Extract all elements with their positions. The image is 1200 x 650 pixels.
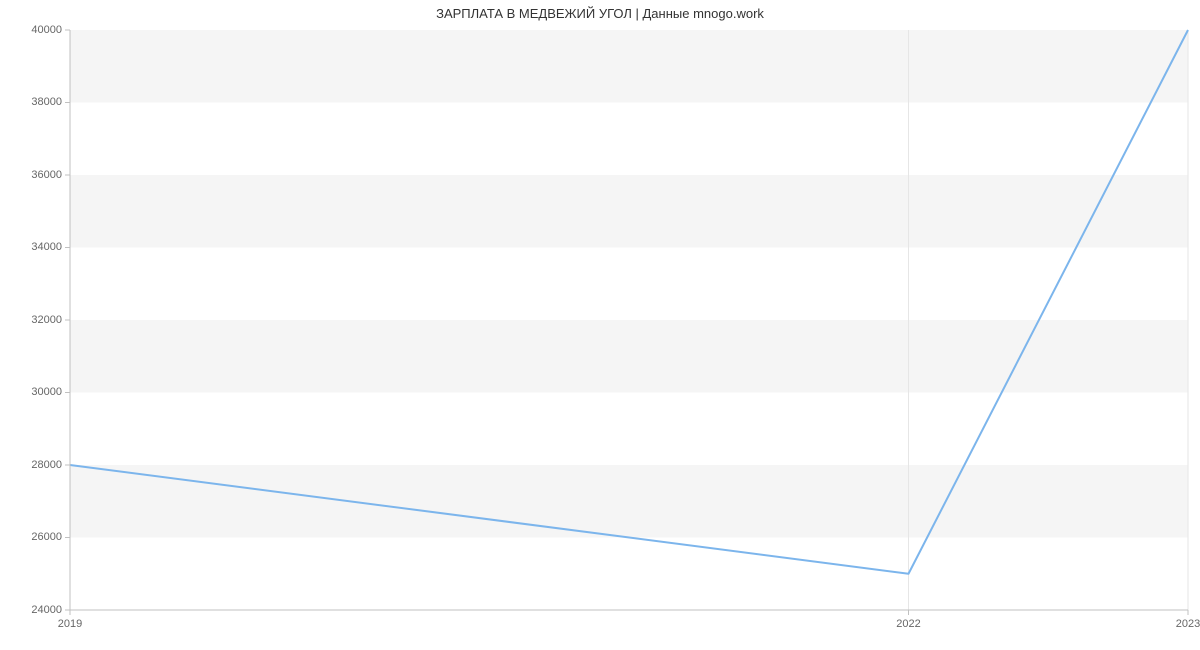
- y-tick-label: 28000: [31, 459, 62, 471]
- y-tick-label: 26000: [31, 531, 62, 543]
- y-tick-label: 36000: [31, 169, 62, 181]
- x-tick-label: 2022: [889, 618, 929, 630]
- y-tick-label: 30000: [31, 386, 62, 398]
- y-tick-label: 40000: [31, 24, 62, 36]
- chart-title: ЗАРПЛАТА В МЕДВЕЖИЙ УГОЛ | Данные mnogo.…: [0, 6, 1200, 21]
- y-tick-label: 24000: [31, 604, 62, 616]
- y-tick-label: 34000: [31, 241, 62, 253]
- y-tick-label: 32000: [31, 314, 62, 326]
- y-tick-label: 38000: [31, 96, 62, 108]
- x-tick-label: 2023: [1168, 618, 1200, 630]
- salary-line-chart: ЗАРПЛАТА В МЕДВЕЖИЙ УГОЛ | Данные mnogo.…: [0, 0, 1200, 650]
- plot-area: [70, 30, 1188, 610]
- plot-svg: [70, 30, 1188, 610]
- x-tick-label: 2019: [50, 618, 90, 630]
